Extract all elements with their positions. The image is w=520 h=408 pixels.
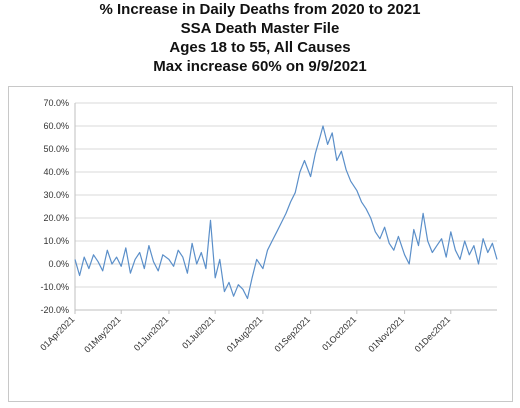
y-tick-label: 50.0% bbox=[43, 144, 69, 154]
chart-title: % Increase in Daily Deaths from 2020 to … bbox=[99, 1, 421, 18]
x-tick-label: 01Jun2021 bbox=[132, 314, 171, 353]
x-tick-label: 01Dec2021 bbox=[413, 314, 453, 354]
x-tick-label: 01Oct2021 bbox=[320, 314, 358, 352]
chart-subtitle-ages: Ages 18 to 55, All Causes bbox=[169, 39, 351, 56]
x-tick-label: 01Nov2021 bbox=[366, 314, 406, 354]
x-tick-label: 01Sep2021 bbox=[272, 314, 312, 354]
chart-title-block: % Increase in Daily Deaths from 2020 to … bbox=[0, 0, 520, 76]
y-tick-label: 30.0% bbox=[43, 190, 69, 200]
x-tick-label: 01Jul2021 bbox=[180, 314, 216, 350]
y-tick-label: 40.0% bbox=[43, 167, 69, 177]
y-tick-label: 20.0% bbox=[43, 213, 69, 223]
y-tick-label: 60.0% bbox=[43, 121, 69, 131]
y-tick-label: 70.0% bbox=[43, 98, 69, 108]
chart-subtitle-source: SSA Death Master File bbox=[180, 20, 340, 37]
line-chart: -20.0% -10.0% 0.0% 10.0% 20.0% 30.0% 40.0% 50.0… bbox=[38, 98, 498, 355]
chart-frame: -20.0% -10.0% 0.0% 10.0% 20.0% 30.0% 40.0% 50.0… bbox=[8, 86, 513, 402]
y-tick-label: 0.0% bbox=[48, 259, 69, 269]
x-tick-label: 01Aug2021 bbox=[225, 314, 265, 354]
chart-subtitle-max: Max increase 60% on 9/9/2021 bbox=[153, 58, 367, 75]
x-tick-label: 01Apr2021 bbox=[38, 314, 76, 352]
y-tick-label: 10.0% bbox=[43, 236, 69, 246]
y-tick-label: -20.0% bbox=[40, 305, 69, 315]
y-tick-label: -10.0% bbox=[40, 282, 69, 292]
series-line bbox=[74, 125, 498, 300]
x-tick-label: 01May2021 bbox=[82, 314, 122, 354]
